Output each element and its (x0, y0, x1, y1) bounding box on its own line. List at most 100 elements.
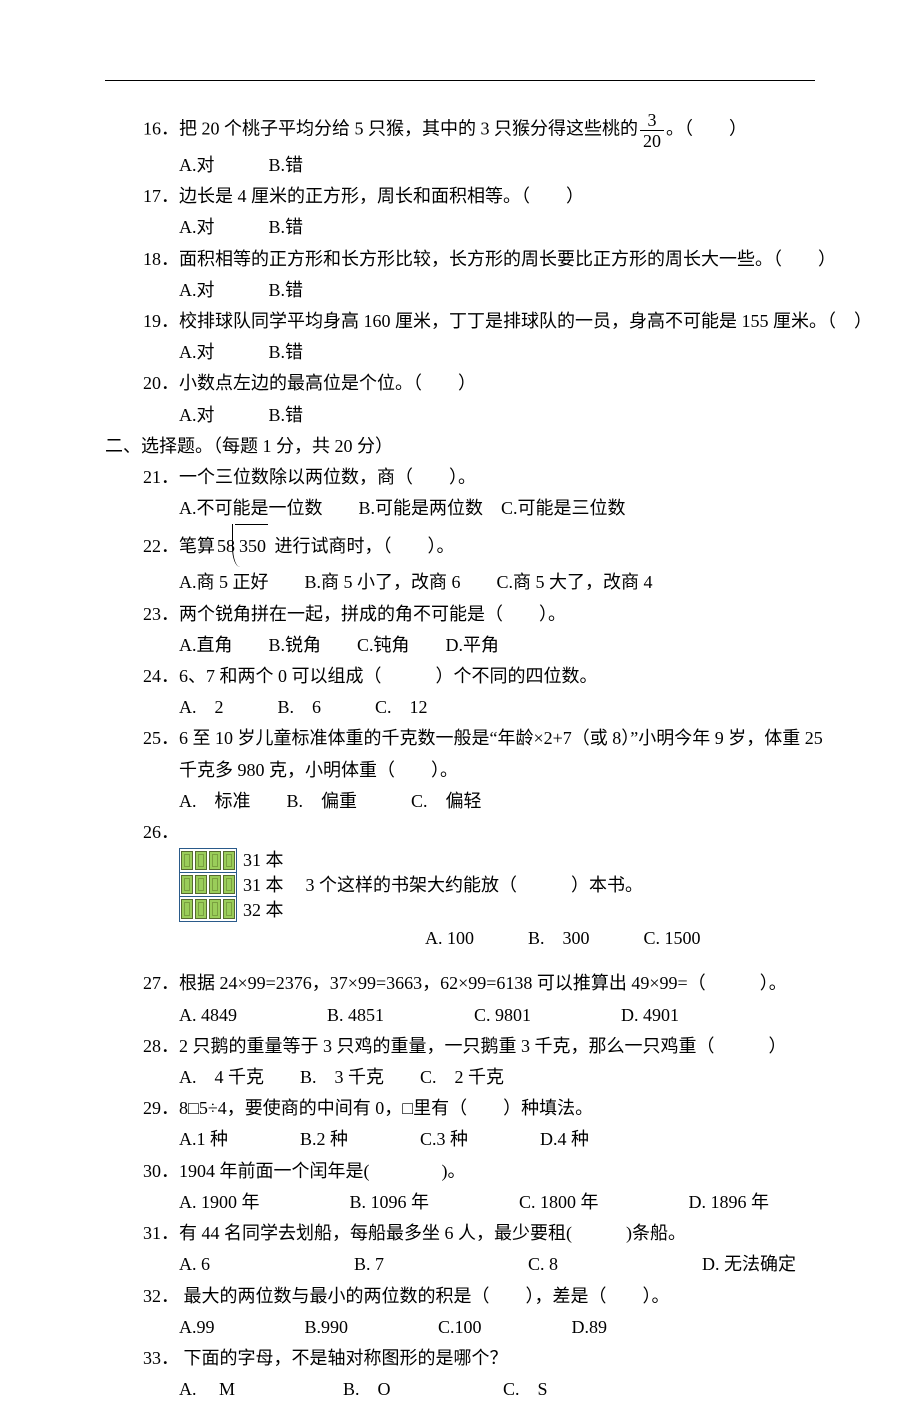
q28: 28．2 只鹅的重量等于 3 只鸡的重量，一只鹅重 3 千克，那么一只鸡重（ ） (105, 1031, 815, 1062)
q28-options: A. 4 千克 B. 3 千克 C. 2 千克 (105, 1062, 815, 1093)
spacer (105, 954, 815, 968)
q-text: 校排球队同学平均身高 160 厘米，丁丁是排球队的一员，身高不可能是 155 厘… (179, 311, 872, 331)
q20: 20．小数点左边的最高位是个位。（ ） (105, 368, 815, 399)
q23: 23．两个锐角拼在一起，拼成的角不可能是（ ）。 (105, 599, 815, 630)
q-text: 1904 年前面一个闰年是( )。 (179, 1161, 466, 1181)
q-text: 把 20 个桃子平均分给 5 只猴，其中的 3 只猴分得这些桃的 (179, 119, 638, 139)
opt-b: B.错 (269, 280, 304, 300)
q-text: 8□5÷4，要使商的中间有 0，□里有（ ）种填法。 (179, 1098, 593, 1118)
row-label: 31 本 (243, 850, 284, 870)
q26: 26． (105, 817, 815, 848)
q29-options: A.1 种 B.2 种 C.3 种 D.4 种 (105, 1124, 815, 1155)
q-text: 一个三位数除以两位数，商（ ）。 (179, 467, 476, 487)
opt-b: B.错 (269, 217, 304, 237)
q-number: 19． (143, 311, 179, 331)
q-number: 33． (143, 1348, 179, 1368)
q32: 32． 最大的两位数与最小的两位数的积是（ ），差是（ ）。 (105, 1281, 815, 1312)
q16-options: A.对 B.错 (105, 150, 815, 181)
q27: 27．根据 24×99=2376，37×99=3663，62×99=6138 可… (105, 968, 815, 999)
q32-options: A.99 B.990 C.100 D.89 (105, 1312, 815, 1343)
long-division: 58350 (217, 524, 268, 567)
q-tail: 。（ ） (666, 119, 747, 139)
q31-options: A. 6 B. 7 C. 8 D. 无法确定 (105, 1249, 815, 1280)
q-text: 最大的两位数与最小的两位数的积是（ ），差是（ ）。 (179, 1286, 670, 1306)
q16: 16．把 20 个桃子平均分给 5 只猴，其中的 3 只猴分得这些桃的320。（… (105, 111, 815, 150)
frac-num: 3 (640, 111, 664, 131)
q-number: 31． (143, 1223, 179, 1243)
q-text: 小数点左边的最高位是个位。（ ） (179, 373, 476, 393)
q-text: 6、7 和两个 0 可以组成（ ）个不同的四位数。 (179, 666, 598, 686)
q-number: 20． (143, 373, 179, 393)
q-number: 30． (143, 1161, 179, 1181)
q17-options: A.对 B.错 (105, 212, 815, 243)
q-number: 21． (143, 467, 179, 487)
q-text: 两个锐角拼在一起，拼成的角不可能是（ ）。 (179, 604, 566, 624)
q-number: 22． (143, 536, 179, 556)
q33-options: A. M B. O C. S (105, 1374, 815, 1405)
q-number: 27． (143, 973, 179, 993)
q-text-a: 笔算 (179, 536, 215, 556)
bookshelf-icon (179, 848, 237, 922)
frac-den: 20 (640, 131, 664, 150)
q-number: 29． (143, 1098, 179, 1118)
opt-a: A.对 (179, 342, 215, 362)
q24: 24．6、7 和两个 0 可以组成（ ）个不同的四位数。 (105, 661, 815, 692)
q26-options: A. 100 B. 300 C. 1500 (105, 923, 815, 954)
q21-options: A.不可能是一位数 B.可能是两位数 C.可能是三位数 (105, 493, 815, 524)
opt-a: A.对 (179, 217, 215, 237)
q-number: 26． (143, 822, 179, 842)
q-number: 24． (143, 666, 179, 686)
shelf-row (180, 897, 236, 921)
q-number: 28． (143, 1036, 179, 1056)
q-number: 25． (143, 728, 179, 748)
opt-a: A.对 (179, 155, 215, 175)
q30: 30．1904 年前面一个闰年是( )。 (105, 1156, 815, 1187)
q-number: 16． (143, 119, 179, 139)
q-number: 23． (143, 604, 179, 624)
q18-options: A.对 B.错 (105, 275, 815, 306)
q26-mid: 3 个这样的书架大约能放（ ）本书。 (306, 875, 644, 895)
q-number: 32． (143, 1286, 179, 1306)
q31: 31．有 44 名同学去划船，每船最多坐 6 人，最少要租( )条船。 (105, 1218, 815, 1249)
opt-b: B.错 (269, 155, 304, 175)
section-2-heading: 二、选择题。（每题 1 分，共 20 分） (105, 431, 815, 462)
opt-b: B.错 (269, 405, 304, 425)
q-number: 17． (143, 186, 179, 206)
q18: 18．面积相等的正方形和长方形比较，长方形的周长要比正方形的周长大一些。（ ） (105, 244, 815, 275)
opt-a: A.对 (179, 405, 215, 425)
q-text: 6 至 10 岁儿童标准体重的千克数一般是“年龄×2+7（或 8）”小明今年 9… (179, 728, 823, 748)
row-label: 31 本 (243, 875, 284, 895)
q33: 33． 下面的字母，不是轴对称图形的是哪个？ (105, 1343, 815, 1374)
q-text: 面积相等的正方形和长方形比较，长方形的周长要比正方形的周长大一些。（ ） (179, 249, 836, 269)
q25-line1: 25．6 至 10 岁儿童标准体重的千克数一般是“年龄×2+7（或 8）”小明今… (105, 723, 815, 754)
q21: 21．一个三位数除以两位数，商（ ）。 (105, 462, 815, 493)
q19: 19．校排球队同学平均身高 160 厘米，丁丁是排球队的一员，身高不可能是 15… (105, 306, 815, 337)
q29: 29．8□5÷4，要使商的中间有 0，□里有（ ）种填法。 (105, 1093, 815, 1124)
fraction-3-20: 320 (640, 111, 664, 150)
shelf-row (180, 873, 236, 897)
q30-options: A. 1900 年 B. 1096 年 C. 1800 年 D. 1896 年 (105, 1187, 815, 1218)
q-text: 2 只鹅的重量等于 3 只鸡的重量，一只鹅重 3 千克，那么一只鸡重（ ） (179, 1036, 787, 1056)
q-text: 有 44 名同学去划船，每船最多坐 6 人，最少要租( )条船。 (179, 1223, 686, 1243)
q-text-b: 进行试商时，（ ）。 (275, 536, 455, 556)
q17: 17．边长是 4 厘米的正方形，周长和面积相等。（ ） (105, 181, 815, 212)
exam-page: 16．把 20 个桃子平均分给 5 只猴，其中的 3 只猴分得这些桃的320。（… (0, 0, 920, 1302)
q22: 22．笔算58350 进行试商时，（ ）。 (105, 524, 815, 567)
top-rule (105, 80, 815, 81)
q25-options: A. 标准 B. 偏重 C. 偏轻 (105, 786, 815, 817)
q23-options: A.直角 B.锐角 C.钝角 D.平角 (105, 630, 815, 661)
q27-options: A. 4849 B. 4851 C. 9801 D. 4901 (105, 1000, 815, 1031)
q-text: 根据 24×99=2376，37×99=3663，62×99=6138 可以推算… (179, 973, 787, 993)
opt-a: A.对 (179, 280, 215, 300)
q22-options: A.商 5 正好 B.商 5 小了，改商 6 C.商 5 大了，改商 4 (105, 567, 815, 598)
opt-b: B.错 (269, 342, 304, 362)
q25-line2: 千克多 980 克，小明体重（ ）。 (105, 755, 815, 786)
q24-options: A. 2 B. 6 C. 12 (105, 692, 815, 723)
q20-options: A.对 B.错 (105, 400, 815, 431)
shelf-labels: 31 本 31 本3 个这样的书架大约能放（ ）本书。 32 本 (243, 848, 643, 923)
q-number: 18． (143, 249, 179, 269)
dividend: 350 (235, 524, 268, 567)
shelf-row (180, 849, 236, 873)
q19-options: A.对 B.错 (105, 337, 815, 368)
q26-shelf: 31 本 31 本3 个这样的书架大约能放（ ）本书。 32 本 (105, 848, 815, 923)
